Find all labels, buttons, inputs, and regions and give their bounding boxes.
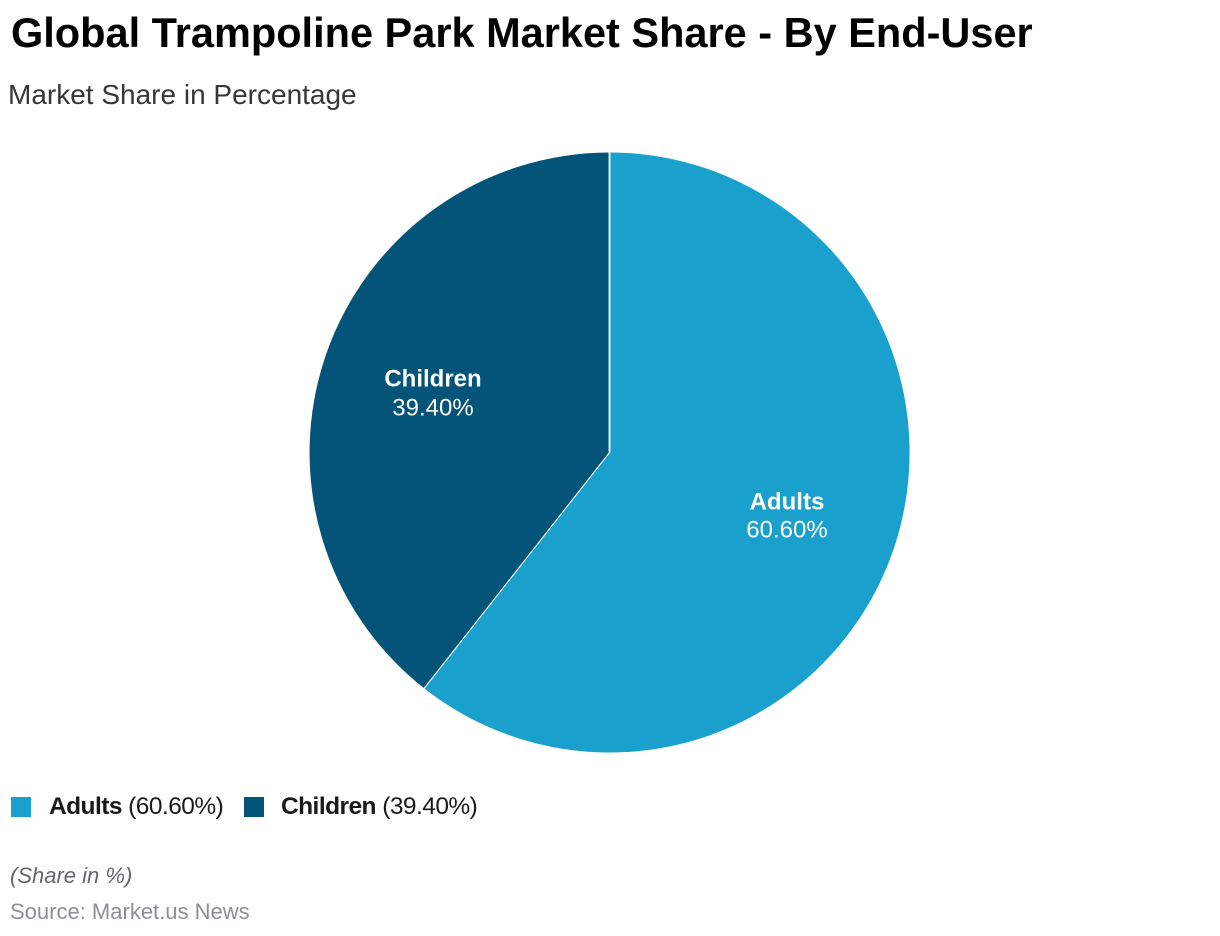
svg-text:39.40%: 39.40% <box>392 394 473 421</box>
svg-text:Adults: Adults <box>750 489 825 516</box>
svg-text:60.60%: 60.60% <box>746 517 827 544</box>
svg-text:Children: Children <box>384 366 481 393</box>
